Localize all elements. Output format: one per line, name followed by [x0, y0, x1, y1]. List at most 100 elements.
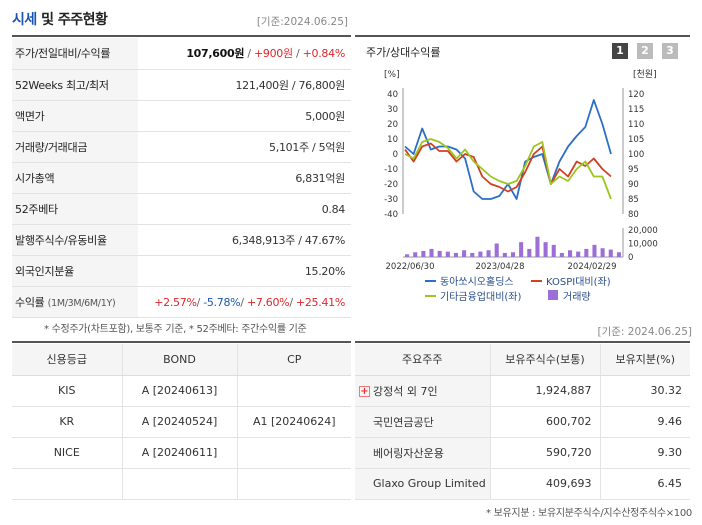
legend-label: 기타금융업대비(좌) — [440, 290, 522, 303]
table-row: 거래량/거래대금 5,101주 / 5억원 — [12, 131, 351, 163]
right-axis-unit: [천원] — [633, 69, 657, 80]
x-tick-label: 2022/06/30 — [386, 262, 435, 272]
volume-bar — [559, 252, 564, 257]
holders-footnote: * 보유지분 : 보유지분주식수/지수산정주식수×100 — [486, 508, 692, 519]
row-value: 15.20% — [138, 255, 351, 288]
table-row: 액면가 5,000원 — [12, 100, 351, 132]
holder-shares: 600,702 — [489, 406, 600, 438]
return-1y: +25.41% — [295, 295, 345, 309]
row-value: +2.57%/ -5.78%/ +7.60%/ +25.41% — [138, 286, 351, 319]
bond-rating: A [20240613] — [121, 375, 237, 407]
legend-label: 거래량 — [563, 291, 591, 303]
table-row: 52Weeks 최고/최저 121,400원 / 76,800원 — [12, 69, 351, 101]
right-tick-label: 80 — [628, 210, 639, 220]
row-key-main: 수익률 — [15, 296, 45, 310]
credit-rating-table: 신용등급 BOND CP KIS A [20240613] KR A [2024… — [12, 344, 351, 500]
return-6m: +7.60% — [246, 295, 290, 309]
holder-pct: 6.45 — [599, 468, 690, 500]
column-header: 주요주주 — [355, 344, 490, 376]
agency: NICE — [12, 437, 122, 469]
expand-icon[interactable]: + — [359, 385, 370, 397]
volume-bar — [413, 252, 418, 257]
legend-label: 동아쏘시오홀딩스 — [440, 275, 514, 288]
row-key: 액면가 — [12, 100, 138, 132]
agency: KIS — [12, 375, 122, 407]
volume-bar — [519, 242, 524, 257]
table-row: 베어링자산운용 590,720 9.30 — [355, 437, 690, 469]
change: +900원 — [253, 47, 293, 61]
right-tick-label: 115 — [628, 105, 644, 115]
footnote: * 수정주가(차트포함), 보통주 기준, * 52주베타: 주간수익률 기준 — [44, 324, 307, 335]
right-tick-label: 85 — [628, 195, 639, 205]
volume-bar — [494, 243, 499, 257]
holder-shares: 409,693 — [489, 468, 600, 500]
chart-tab-1-button[interactable]: 1 — [612, 43, 628, 59]
table-row: NICE A [20240611] — [12, 437, 351, 469]
volume-bar — [453, 252, 458, 257]
agency — [12, 468, 122, 500]
left-tick-label: -10 — [384, 165, 398, 175]
table-row: 52주베타 0.84 — [12, 193, 351, 226]
volume-bar — [445, 251, 450, 257]
x-tick-label: 2024/02/29 — [568, 262, 617, 272]
right-tick-label: 95 — [628, 165, 639, 175]
x-tick-label: 2023/04/28 — [476, 262, 525, 272]
row-value: 6,831억원 — [138, 162, 351, 194]
holder-pct: 9.46 — [599, 406, 690, 438]
cp-rating: A1 [20240624] — [236, 406, 351, 438]
row-key-sub: (1M/3M/6M/1Y) — [47, 298, 116, 310]
row-value: 107,600원 / +900원 / +0.84% — [138, 38, 351, 70]
table-header-row: 주요주주 보유주식수(보통) 보유지분(%) — [355, 344, 690, 376]
holder-pct: 30.32 — [599, 375, 690, 407]
table-row: 시가총액 6,831억원 — [12, 162, 351, 194]
right-tick-label: 100 — [628, 150, 644, 160]
base-date: [기준:2024.06.25] — [256, 16, 348, 28]
volume-bar — [470, 252, 475, 257]
table-row: 주가/전일대비/수익률 107,600원 / +900원 / +0.84% — [12, 38, 351, 70]
volume-bar — [592, 244, 597, 257]
volume-bar — [527, 248, 532, 257]
right-tick-label: 105 — [628, 135, 644, 145]
left-tick-label: 20 — [387, 120, 398, 130]
right-tick-label: 120 — [628, 90, 644, 100]
chart-tab-2-button[interactable]: 2 — [637, 43, 653, 59]
bond-rating: A [20240524] — [121, 406, 237, 438]
table-row: 외국인지분율 15.20% — [12, 255, 351, 288]
holder-shares: 1,924,887 — [489, 375, 600, 407]
holder-name: 강정석 외 7인 — [373, 384, 438, 398]
left-tick-label: 0 — [393, 150, 398, 160]
left-tick-label: 30 — [387, 105, 398, 115]
row-value: 5,000원 — [138, 100, 351, 132]
row-key: 발행주식수/유동비율 — [12, 224, 138, 257]
row-key: 52주베타 — [12, 193, 138, 226]
major-holders-table: 주요주주 보유주식수(보통) 보유지분(%) + 강정석 외 7인 1,924,… — [355, 344, 690, 500]
agency: KR — [12, 406, 122, 438]
volume-bar — [421, 250, 426, 257]
table-row: + 강정석 외 7인 1,924,887 30.32 — [355, 375, 690, 407]
table-header-row: 신용등급 BOND CP — [12, 344, 351, 376]
row-key: 52Weeks 최고/최저 — [12, 69, 138, 101]
volume-bar — [535, 236, 540, 257]
cp-rating — [236, 437, 351, 469]
section-title: 시세 및 주주현황 — [12, 9, 108, 29]
row-value: 6,348,913주 / 47.67% — [138, 224, 351, 257]
header-divider-left — [12, 35, 351, 37]
holder-name: 국민연금공단 — [355, 406, 490, 438]
bottom-divider-left — [12, 341, 351, 343]
cp-rating — [236, 468, 351, 500]
volume-bar — [478, 251, 483, 257]
row-key: 외국인지분율 — [12, 255, 138, 288]
holder-shares: 590,720 — [489, 437, 600, 469]
volume-bar — [568, 250, 573, 257]
right-tick-label: 110 — [628, 120, 644, 130]
title-highlight: 시세 — [12, 12, 37, 28]
volume-bar — [510, 252, 516, 257]
table-row — [12, 468, 351, 500]
column-header: 신용등급 — [12, 344, 122, 376]
chart-tab-3-button[interactable]: 3 — [662, 43, 678, 59]
left-tick-label: -40 — [384, 210, 398, 220]
volume-tick-label: 20,000 — [628, 226, 658, 236]
row-key: 주가/전일대비/수익률 — [12, 38, 138, 70]
bond-rating — [121, 468, 237, 500]
